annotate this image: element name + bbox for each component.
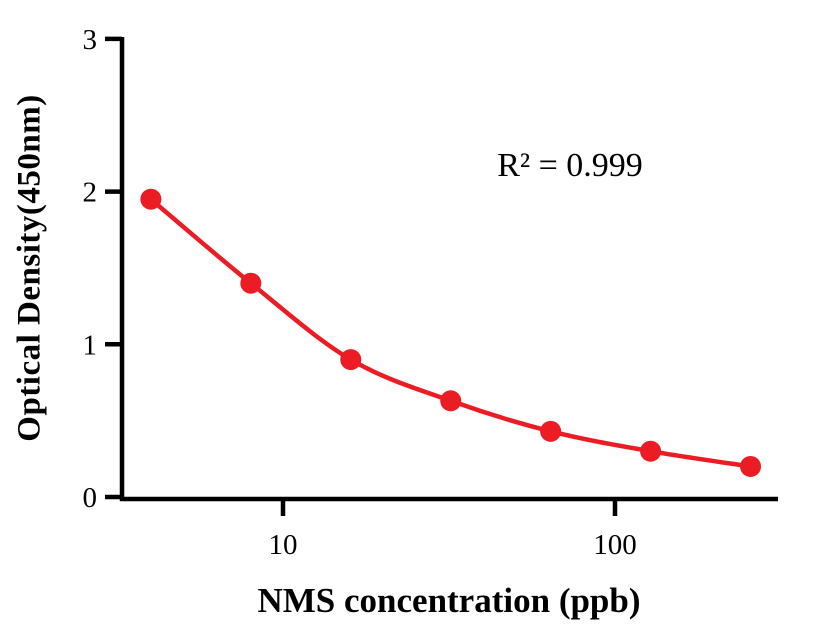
y-tick-label: 1: [83, 329, 98, 361]
x-axis-title: NMS concentration (ppb): [257, 581, 641, 620]
standard-curve-line: [148, 196, 753, 469]
x-tick-label: 100: [593, 529, 637, 561]
data-point-marker: [240, 272, 262, 294]
data-point-marker: [640, 440, 662, 462]
data-point-marker: [340, 349, 362, 371]
y-tick-label: 2: [83, 177, 98, 209]
data-point-marker: [740, 455, 762, 477]
data-point-marker: [440, 390, 462, 412]
y-tick-label: 3: [83, 24, 98, 56]
y-tick-label: 0: [83, 482, 98, 514]
x-tick-label: 10: [269, 529, 298, 561]
data-point-marker: [540, 420, 562, 442]
data-point-marker: [140, 188, 162, 210]
y-axis-title: Optical Density(450nm): [11, 94, 48, 442]
axis-spines: [119, 37, 778, 502]
r-squared-annotation: R² = 0.999: [497, 147, 643, 184]
